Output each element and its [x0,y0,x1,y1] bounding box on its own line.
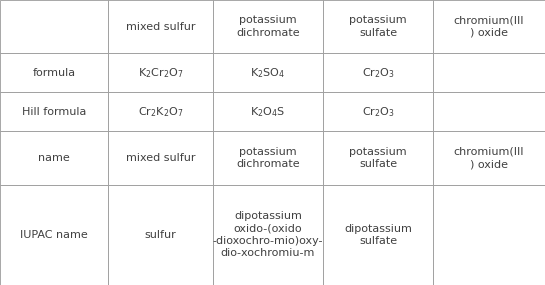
Bar [323,0,433,53]
Text: mixed sulfur: mixed sulfur [126,153,195,163]
Text: name: name [38,153,70,163]
Text: dipotassium
oxido-(oxido
-dioxochro­mio)oxy-
dio­xochromiu­m: dipotassium oxido-(oxido -dioxochro­mio)… [213,211,323,258]
Bar [0,92,108,131]
Bar [323,53,433,92]
Bar [323,131,433,184]
Bar [0,131,108,184]
Bar [108,131,213,184]
Bar [323,184,433,285]
Text: $\mathrm{K}_{2}\mathrm{O}_{4}\mathrm{S}$: $\mathrm{K}_{2}\mathrm{O}_{4}\mathrm{S}$ [250,105,286,119]
Bar [433,53,545,92]
Text: potassium
sulfate: potassium sulfate [349,15,407,38]
Bar [108,53,213,92]
Bar [213,131,323,184]
Text: $\mathrm{Cr}_{2}\mathrm{K}_{2}\mathrm{O}_{7}$: $\mathrm{Cr}_{2}\mathrm{K}_{2}\mathrm{O}… [138,105,183,119]
Text: Hill formula: Hill formula [22,107,86,117]
Text: IUPAC name: IUPAC name [20,230,88,240]
Text: sulfur: sulfur [144,230,177,240]
Text: formula: formula [33,68,76,78]
Text: mixed sulfur: mixed sulfur [126,22,195,32]
Bar [433,184,545,285]
Bar [0,0,108,53]
Text: potassium
dichromate: potassium dichromate [236,15,300,38]
Text: $\mathrm{K}_{2}\mathrm{SO}_{4}$: $\mathrm{K}_{2}\mathrm{SO}_{4}$ [251,66,286,80]
Bar [213,184,323,285]
Bar [0,184,108,285]
Text: chromium(III
) oxide: chromium(III ) oxide [454,15,524,38]
Bar [108,0,213,53]
Bar [108,92,213,131]
Text: potassium
sulfate: potassium sulfate [349,147,407,169]
Bar [0,53,108,92]
Bar [108,184,213,285]
Bar [433,92,545,131]
Bar [213,53,323,92]
Text: potassium
dichromate: potassium dichromate [236,147,300,169]
Bar [213,0,323,53]
Text: dipotassium
sulfate: dipotassium sulfate [344,223,412,246]
Text: chromium(III
) oxide: chromium(III ) oxide [454,147,524,169]
Bar [433,0,545,53]
Bar [213,92,323,131]
Bar [433,131,545,184]
Text: $\mathrm{K}_{2}\mathrm{Cr}_{2}\mathrm{O}_{7}$: $\mathrm{K}_{2}\mathrm{Cr}_{2}\mathrm{O}… [138,66,183,80]
Text: $\mathrm{Cr}_{2}\mathrm{O}_{3}$: $\mathrm{Cr}_{2}\mathrm{O}_{3}$ [361,66,395,80]
Text: $\mathrm{Cr}_{2}\mathrm{O}_{3}$: $\mathrm{Cr}_{2}\mathrm{O}_{3}$ [361,105,395,119]
Bar [323,92,433,131]
